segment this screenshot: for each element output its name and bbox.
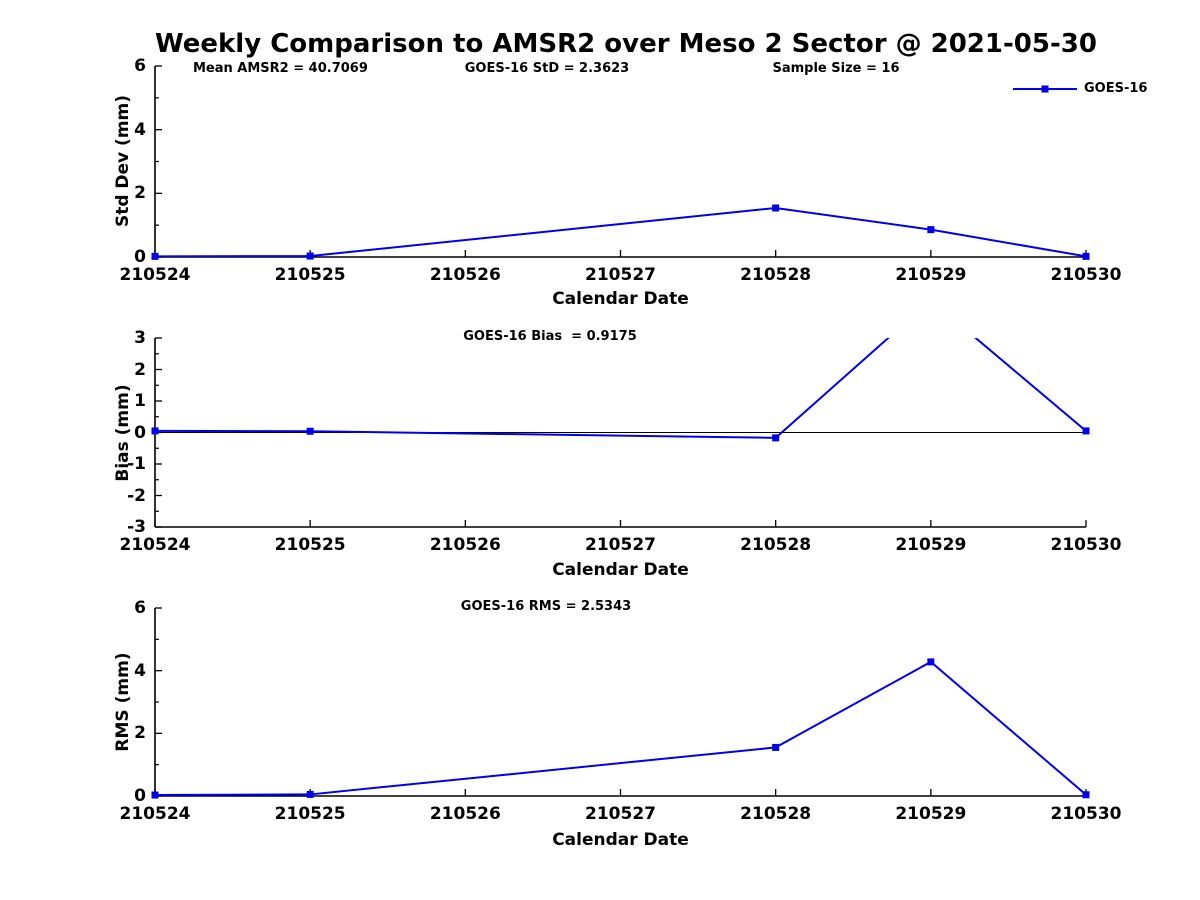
x-tick-label: 210529: [895, 265, 967, 285]
data-line: [155, 338, 1086, 439]
x-tick-label: 210525: [274, 265, 346, 285]
x-tick-label: 210530: [1050, 265, 1122, 285]
figure-title: Weekly Comparison to AMSR2 over Meso 2 S…: [155, 29, 1097, 59]
x-tick-label: 210524: [119, 265, 191, 285]
x-tick-label: 210530: [1050, 535, 1122, 555]
y-axis-label-rms: RMS (mm): [113, 652, 133, 752]
rms-subtitle: GOES-16 RMS = 2.5343: [460, 599, 632, 614]
x-tick-label: 210526: [429, 265, 501, 285]
data-point-marker: [1082, 427, 1090, 435]
data-point-marker: [927, 226, 935, 234]
y-tick-label: 2: [134, 359, 146, 380]
y-axis-label-std-dev: Std Dev (mm): [113, 94, 133, 228]
x-tick-label: 210525: [274, 804, 346, 824]
legend-line-marker-icon: [1013, 85, 1077, 92]
y-tick-label: 2: [134, 723, 146, 744]
data-point-marker: [151, 252, 159, 260]
data-point-marker: [306, 790, 314, 798]
x-axis-label-calendar-date-3: Calendar Date: [552, 830, 689, 850]
y-tick-label: 4: [134, 119, 146, 140]
rms-plot-area: 210524 210525 210526 210527 210528 210529 2105…: [120, 598, 1122, 824]
data-point-marker: [772, 204, 780, 212]
x-tick-label: 210529: [895, 804, 967, 824]
x-tick-label: 210524: [119, 804, 191, 824]
x-tick-label: 210525: [274, 535, 346, 555]
data-point-marker: [306, 427, 314, 435]
y-tick-label: -2: [127, 485, 146, 506]
x-tick-label: 210528: [740, 804, 812, 824]
data-point-marker: [151, 791, 159, 799]
x-tick-label: 210530: [1050, 804, 1122, 824]
bias-subtitle: GOES-16 Bias = 0.9175: [463, 329, 637, 344]
data-point-marker: [151, 427, 159, 435]
y-tick-label: -1: [127, 454, 146, 474]
legend: GOES-16: [1013, 81, 1147, 96]
plot-canvas: [151, 337, 1090, 528]
data-point-marker: [927, 658, 935, 666]
x-tick-label: 210527: [585, 265, 656, 285]
y-tick-label: 2: [134, 183, 146, 204]
x-axis-label-calendar-date-1: Calendar Date: [552, 289, 689, 309]
x-tick-label: 210527: [585, 535, 656, 555]
x-tick-label: 210529: [895, 535, 967, 555]
plot-canvas: [151, 607, 1090, 799]
std-dev-plot-area: 210524 210525 210526 210527 210528 210529 2105…: [120, 56, 1122, 285]
y-tick-label: 6: [134, 56, 146, 76]
y-tick-label: 6: [134, 598, 146, 618]
x-tick-label: 210524: [119, 535, 191, 555]
x-tick-label: 210526: [429, 535, 501, 555]
y-tick-label: 0: [134, 247, 146, 267]
data-point-marker: [772, 434, 780, 442]
data-point-marker: [306, 252, 314, 260]
x-tick-label: 210528: [740, 265, 812, 285]
y-tick-label: -3: [127, 517, 146, 537]
data-point-marker: [1082, 791, 1090, 799]
x-tick-label: 210527: [585, 804, 656, 824]
bias-plot-area: 210524 210525 210526 210527 210528 210529 2105…: [120, 328, 1122, 555]
data-line: [155, 206, 1086, 257]
y-tick-label: 0: [134, 786, 146, 806]
x-tick-label: 210528: [740, 535, 812, 555]
data-point-marker: [772, 743, 780, 751]
data-line: [155, 660, 1086, 796]
data-point-marker: [1082, 252, 1090, 260]
legend-label: GOES-16: [1084, 81, 1148, 96]
annotation-mean-amsr2: Mean AMSR2 = 40.7069: [193, 61, 368, 76]
annotation-sample-size: Sample Size = 16: [772, 61, 900, 76]
plot-canvas: [151, 65, 1090, 260]
x-tick-label: 210526: [429, 804, 501, 824]
y-tick-label: 0: [134, 422, 146, 443]
y-tick-label: 1: [134, 391, 146, 411]
y-tick-label: 3: [134, 328, 146, 348]
annotation-goes16-std: GOES-16 StD = 2.3623: [464, 61, 630, 76]
y-tick-label: 4: [134, 660, 146, 681]
x-axis-label-calendar-date-2: Calendar Date: [552, 560, 689, 580]
